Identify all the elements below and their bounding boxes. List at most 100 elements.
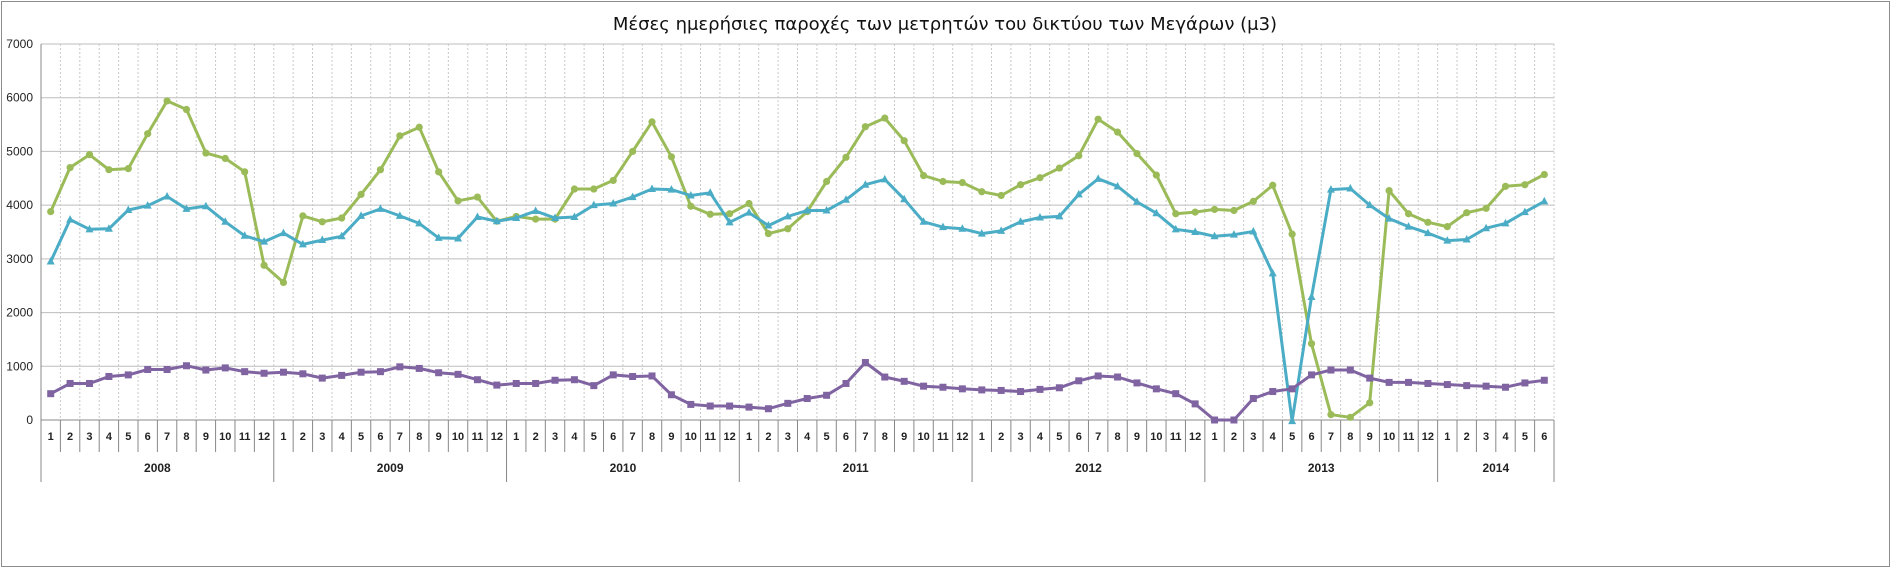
- data-point: [415, 218, 424, 227]
- data-point: [551, 376, 559, 384]
- x-tick-label: 5: [1522, 431, 1528, 443]
- data-point: [842, 379, 850, 387]
- x-tick-label: 6: [377, 431, 383, 443]
- data-point: [978, 386, 986, 394]
- data-point: [900, 377, 908, 385]
- x-tick-label: 10: [452, 431, 464, 443]
- x-tick-label: 10: [917, 431, 929, 443]
- data-point: [299, 370, 307, 378]
- data-point: [1326, 185, 1335, 193]
- chart-title: Μέσες ημερήσιες παροχές των μετρητών του…: [613, 14, 1277, 35]
- data-point: [1443, 236, 1452, 244]
- data-point: [1540, 196, 1549, 205]
- data-point: [241, 368, 249, 376]
- data-point: [920, 382, 928, 390]
- data-point: [1210, 205, 1219, 214]
- year-label: 2013: [1308, 461, 1335, 475]
- data-point: [396, 363, 404, 371]
- data-point: [182, 362, 190, 370]
- y-tick-label: 5000: [6, 144, 33, 158]
- data-point: [47, 207, 55, 216]
- data-point: [939, 177, 947, 186]
- data-point: [1482, 382, 1490, 390]
- data-point: [977, 229, 986, 237]
- data-point: [687, 202, 695, 210]
- data-point: [706, 188, 715, 196]
- data-point: [900, 194, 909, 203]
- data-point: [1055, 164, 1063, 172]
- data-point: [260, 261, 268, 269]
- data-point: [1113, 181, 1122, 190]
- data-point: [803, 206, 812, 214]
- data-point: [726, 402, 734, 410]
- x-tick-label: 6: [1541, 431, 1547, 443]
- x-tick-label: 9: [436, 431, 442, 443]
- data-point: [46, 257, 55, 265]
- x-tick-label: 12: [491, 431, 503, 443]
- data-point: [1307, 292, 1316, 300]
- data-point: [1308, 371, 1316, 379]
- data-point: [1307, 340, 1316, 348]
- data-point: [1152, 208, 1161, 217]
- data-point: [1482, 223, 1491, 232]
- data-point: [1521, 379, 1529, 387]
- data-point: [104, 224, 113, 232]
- x-tick-label: 5: [125, 431, 131, 443]
- x-tick-label: 4: [106, 431, 113, 443]
- data-point: [318, 235, 327, 244]
- x-tick-label: 2: [1464, 431, 1470, 443]
- x-tick-label: 3: [319, 431, 325, 443]
- x-tick-label: 12: [723, 431, 735, 443]
- data-point: [648, 184, 657, 193]
- data-point: [589, 200, 598, 209]
- x-tick-label: 6: [145, 431, 151, 443]
- x-tick-label: 5: [358, 431, 364, 443]
- data-point: [337, 231, 346, 240]
- data-point: [784, 225, 792, 233]
- data-point: [1268, 268, 1277, 277]
- data-point: [512, 213, 521, 222]
- data-point: [1501, 218, 1510, 227]
- data-point: [900, 137, 908, 145]
- data-point: [221, 154, 229, 163]
- data-point: [85, 379, 93, 387]
- x-tick-label: 3: [1018, 431, 1024, 443]
- data-point: [435, 369, 443, 377]
- data-point: [1036, 174, 1044, 182]
- data-point: [202, 366, 210, 374]
- x-tick-label: 8: [882, 431, 888, 443]
- data-point: [686, 190, 695, 199]
- data-point: [66, 163, 74, 172]
- data-point: [958, 178, 966, 187]
- y-tick-label: 6000: [6, 91, 33, 105]
- x-tick-label: 10: [1150, 431, 1162, 443]
- x-tick-label: 1: [280, 431, 286, 443]
- data-point: [279, 368, 287, 376]
- x-tick-label: 12: [258, 431, 270, 443]
- data-point: [1133, 149, 1141, 158]
- x-tick-label: 7: [1095, 431, 1101, 443]
- data-point: [861, 123, 869, 131]
- data-point: [454, 233, 463, 242]
- data-point: [1211, 416, 1219, 424]
- data-point: [1229, 230, 1238, 238]
- data-point: [279, 278, 288, 287]
- data-point: [978, 188, 986, 196]
- data-point: [396, 132, 404, 140]
- data-point: [822, 206, 831, 214]
- data-point: [1482, 204, 1490, 212]
- data-point: [47, 390, 55, 398]
- data-point: [1036, 385, 1044, 393]
- data-point: [590, 185, 598, 193]
- data-point: [241, 168, 249, 176]
- data-point: [1366, 374, 1374, 382]
- x-tick-label: 5: [1056, 431, 1062, 443]
- x-tick-label: 3: [86, 431, 92, 443]
- data-point: [881, 114, 889, 122]
- data-point: [551, 213, 560, 222]
- data-point: [629, 147, 637, 156]
- x-tick-label: 2: [765, 431, 771, 443]
- data-point: [357, 368, 365, 376]
- x-tick-label: 9: [901, 431, 907, 443]
- data-point: [1230, 416, 1238, 424]
